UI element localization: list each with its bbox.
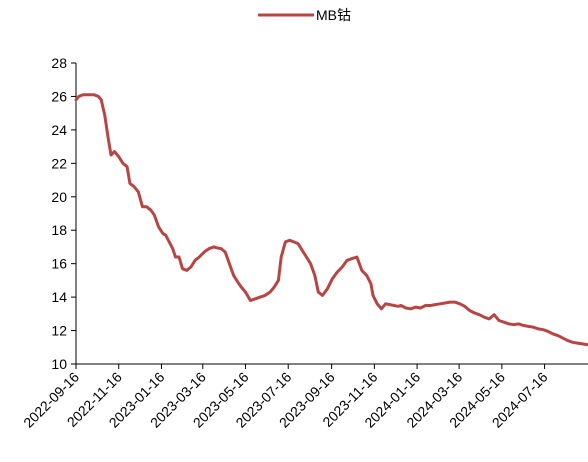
y-tick-label: 16 [51, 256, 67, 272]
y-tick-label: 22 [51, 155, 67, 171]
plot-area: 10 12 14 16 18 20 22 24 26 28 2022-09-162022-11-1… [20, 55, 588, 431]
legend-label-mb-cobalt: MB钴 [316, 7, 351, 23]
y-tick-label: 14 [51, 289, 67, 305]
y-tick-label: 10 [51, 356, 67, 372]
y-tick-label: 20 [51, 189, 67, 205]
x-axis-ticks: 2022-09-162022-11-162023-01-162023-03-16… [20, 364, 551, 431]
y-tick-label: 12 [51, 323, 67, 339]
series-line-mb-cobalt [76, 95, 588, 345]
y-tick-label: 24 [51, 122, 67, 138]
legend: MB钴 [258, 7, 351, 23]
y-tick-label: 26 [51, 88, 67, 104]
y-tick-label: 18 [51, 222, 67, 238]
y-axis-ticks: 10 12 14 16 18 20 22 24 26 28 [51, 55, 76, 372]
y-tick-label: 28 [51, 55, 67, 71]
